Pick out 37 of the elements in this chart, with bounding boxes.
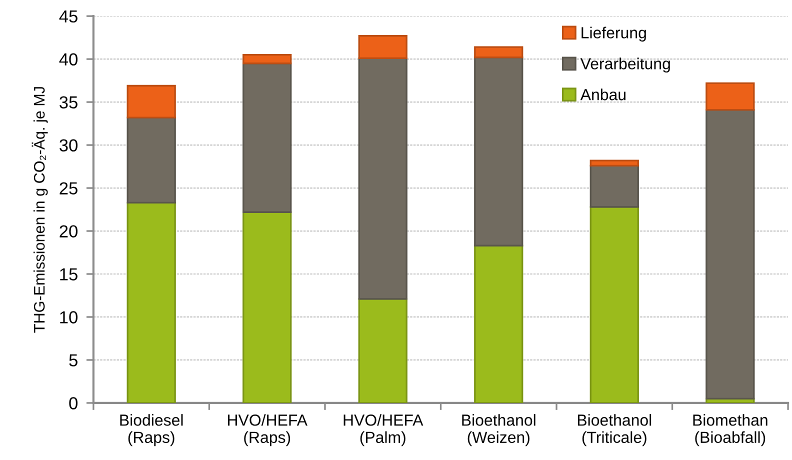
x-tick-label: HVO/HEFA (Palm) <box>344 414 424 446</box>
y-tick-label: 45 <box>59 10 78 23</box>
x-tick-label: Biomethan (Bioabfall) <box>693 414 768 446</box>
y-tick-label: 30 <box>60 139 78 152</box>
bar <box>706 82 755 111</box>
x-tick-label: Bioethanol (Weizen) <box>462 414 536 446</box>
legend-label: Lieferung <box>582 26 646 42</box>
bar <box>590 164 639 208</box>
y-tick-label: 10 <box>60 311 78 324</box>
bar <box>474 56 524 246</box>
y-tick-label: 5 <box>69 354 78 366</box>
bar <box>358 298 408 403</box>
y-tick-label: 25 <box>60 182 78 194</box>
x-tick-label: Biodiesel (Raps) <box>120 414 183 446</box>
bar <box>126 116 176 204</box>
bar <box>358 35 408 60</box>
bar <box>126 202 176 403</box>
legend-label: Verarbeitung <box>580 58 670 73</box>
bar <box>474 244 524 403</box>
bar <box>706 108 755 400</box>
bar <box>242 62 292 213</box>
x-tick-label: HVO/HEFA (Raps) <box>228 414 308 446</box>
x-tick-label: Bioethanol (Triticale) <box>578 414 652 446</box>
y-tick-label: 35 <box>60 96 78 109</box>
bar <box>242 211 292 403</box>
bar <box>126 84 176 118</box>
legend-label: Anbau <box>580 88 626 100</box>
y-tick-label: 15 <box>60 268 78 280</box>
bar <box>358 57 408 300</box>
y-tick-label: 0 <box>69 397 78 410</box>
bar <box>474 46 524 58</box>
y-tick-label: 40 <box>59 53 78 66</box>
y-tick-label: 20 <box>60 225 78 238</box>
bar <box>242 54 292 64</box>
bar <box>590 160 639 167</box>
bar <box>590 206 639 403</box>
y-axis-title: THG-Emissionen in g CO₂-Äq. je MJ <box>32 87 48 333</box>
